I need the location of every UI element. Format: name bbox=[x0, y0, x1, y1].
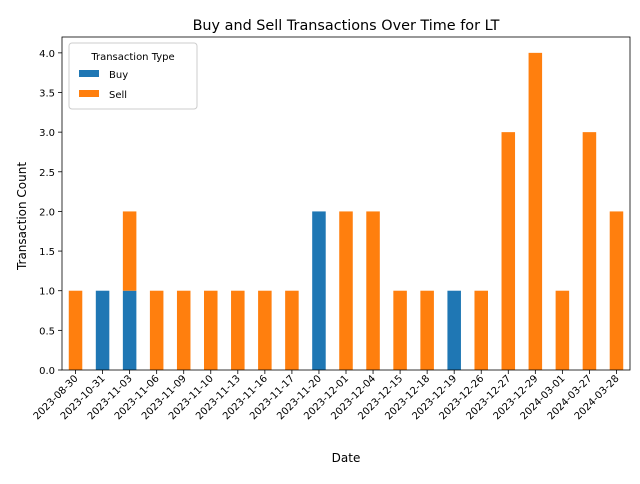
bar-sell-2023-08-30 bbox=[68, 290, 83, 370]
y-tick-label: 3.0 bbox=[39, 128, 55, 139]
y-tick-label: 0.0 bbox=[39, 366, 55, 377]
bar-buy-2023-12-19 bbox=[447, 290, 461, 370]
legend-swatch-sell bbox=[79, 90, 99, 97]
bar-buy-2023-11-20 bbox=[312, 211, 326, 370]
bar-sell-2023-12-26 bbox=[474, 290, 488, 370]
bar-sell-2023-11-10 bbox=[204, 290, 218, 370]
y-tick-label: 2.5 bbox=[39, 168, 55, 179]
bar-sell-2024-03-28 bbox=[609, 211, 624, 370]
y-tick-label: 4.0 bbox=[39, 49, 55, 60]
bar-sell-2023-12-15 bbox=[393, 290, 407, 370]
y-tick-label: 1.5 bbox=[39, 247, 55, 258]
legend-label-sell: Sell bbox=[109, 90, 127, 101]
bar-sell-2024-03-01 bbox=[555, 290, 570, 370]
bar-sell-2023-11-16 bbox=[258, 290, 272, 370]
legend-title: Transaction Type bbox=[90, 52, 174, 63]
x-axis-label: Date bbox=[332, 451, 361, 465]
legend-box bbox=[68, 42, 198, 110]
bar-sell-2023-11-09 bbox=[176, 290, 191, 370]
y-tick-label: 3.5 bbox=[39, 89, 55, 100]
bar-sell-2023-12-04 bbox=[366, 211, 380, 370]
bar-sell-2023-12-01 bbox=[339, 211, 353, 370]
legend-label-buy: Buy bbox=[109, 70, 128, 81]
y-axis-label: Transaction Count bbox=[15, 162, 29, 271]
bar-sell-2023-11-17 bbox=[285, 290, 299, 370]
y-tick-label: 1.0 bbox=[39, 287, 55, 298]
legend-swatch-buy bbox=[79, 70, 99, 77]
bar-buy-2023-11-03 bbox=[122, 290, 137, 370]
bar-sell-2023-11-03 bbox=[122, 211, 137, 291]
bar-sell-2024-03-27 bbox=[582, 132, 597, 370]
y-tick-label: 2.0 bbox=[39, 207, 55, 218]
bar-sell-2023-12-29 bbox=[528, 52, 543, 370]
bar-sell-2023-11-06 bbox=[149, 290, 164, 370]
y-tick-label: 0.5 bbox=[39, 326, 55, 337]
bar-sell-2023-12-18 bbox=[420, 290, 434, 370]
bar-sell-2023-12-27 bbox=[501, 132, 516, 370]
chart-title: Buy and Sell Transactions Over Time for … bbox=[193, 18, 500, 34]
bar-sell-2023-11-13 bbox=[231, 290, 245, 370]
bar-buy-2023-10-31 bbox=[95, 290, 110, 370]
